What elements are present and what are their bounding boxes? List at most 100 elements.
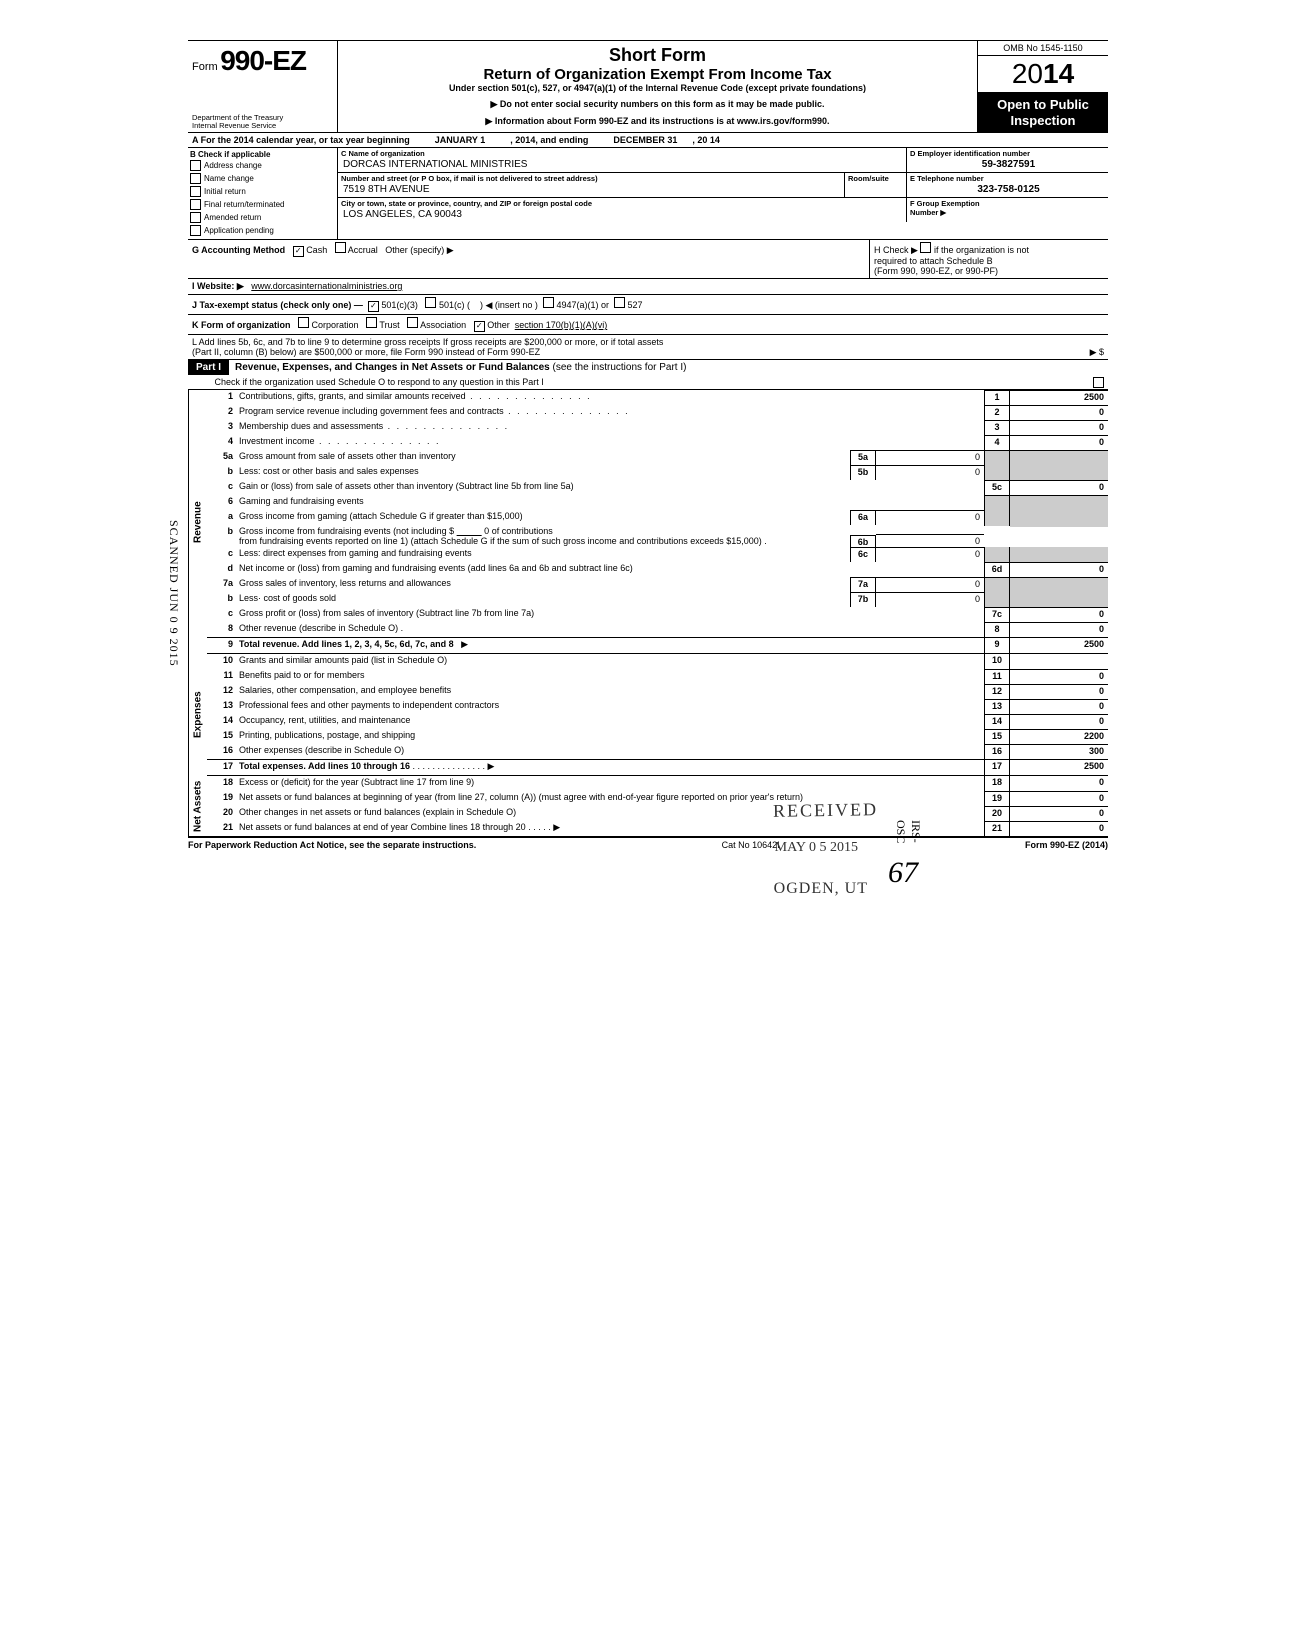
ln1-v: 2500 (1010, 390, 1108, 405)
line-12: 12 Salaries, other compensation, and emp… (207, 684, 1108, 699)
ln13-an: 13 (984, 699, 1010, 714)
return-title: Return of Organization Exempt From Incom… (344, 66, 971, 83)
other-val: section 170(b)(1)(A)(vi) (515, 320, 608, 330)
ln5c-an: 5c (984, 480, 1010, 495)
chk-name[interactable]: Name change (190, 172, 335, 185)
ln13-d: Professional fees and other payments to … (237, 699, 984, 714)
part1-check-text: Check if the organization used Schedule … (215, 377, 544, 387)
chk-4947[interactable] (543, 297, 554, 308)
stamp-date: MAY 0 5 2015 (775, 840, 858, 856)
ln18-an: 18 (984, 776, 1010, 791)
chk-amended[interactable]: Amended return (190, 211, 335, 224)
line-7c: c Gross profit or (loss) from sales of i… (207, 607, 1108, 622)
ln6c-shv (1010, 547, 1108, 562)
website: www.dorcasinternationalministries.org (251, 281, 402, 291)
ln1-an: 1 (984, 390, 1010, 405)
chk-cash[interactable]: ✓ (293, 246, 304, 257)
ln4-v: 0 (1010, 435, 1108, 450)
ln17-an: 17 (984, 760, 1010, 775)
ln6a-mv: 0 (876, 510, 984, 525)
ln6c-mn: 6c (850, 547, 876, 562)
bcdef-block: B Check if applicable Address change Nam… (188, 147, 1108, 239)
ln19-v: 0 (1010, 791, 1108, 806)
footer-left: For Paperwork Reduction Act Notice, see … (188, 840, 476, 850)
ln7c-d: Gross profit or (loss) from sales of inv… (237, 607, 984, 622)
trust-label: Trust (379, 320, 399, 330)
ln15-v: 2200 (1010, 729, 1108, 744)
ln12-an: 12 (984, 684, 1010, 699)
chk-501c3[interactable]: ✓ (368, 301, 379, 312)
chk-initial[interactable]: Initial return (190, 185, 335, 198)
row-j: J Tax-exempt status (check only one) — ✓… (188, 294, 1108, 314)
form-label-box: Form 990-EZ Department of the Treasury I… (188, 41, 338, 132)
line-9: 9 Total revenue. Add lines 1, 2, 3, 4, 5… (207, 637, 1108, 654)
row-l: L Add lines 5b, 6c, and 7b to line 9 to … (188, 334, 1108, 359)
ln6-sh (984, 495, 1010, 510)
ln5c-n: c (207, 480, 237, 495)
ln7b-mn: 7b (850, 592, 876, 607)
ln7c-v: 0 (1010, 607, 1108, 622)
line-6: 6 Gaming and fundraising events (207, 495, 1108, 510)
chk-h[interactable] (920, 242, 931, 253)
ln5a-sh (984, 450, 1010, 465)
subtitle: Under section 501(c), 527, or 4947(a)(1)… (344, 83, 971, 93)
ln6b-mn: 6b (850, 535, 876, 547)
year-prefix: 20 (1012, 58, 1043, 89)
chk-other[interactable]: ✓ (474, 321, 485, 332)
ln4-an: 4 (984, 435, 1010, 450)
instr-info: Information about Form 990-EZ and its in… (344, 116, 971, 127)
chk-accrual[interactable] (335, 242, 346, 253)
ln6b-mv: 0 (876, 534, 984, 547)
ln5a-mv: 0 (876, 450, 984, 465)
chk-501c[interactable] (425, 297, 436, 308)
chk-name-label: Name change (204, 174, 254, 183)
chk-part1-scho[interactable] (1093, 377, 1104, 388)
ln11-v: 0 (1010, 669, 1108, 684)
ln8-n: 8 (207, 622, 237, 637)
chk-assoc[interactable] (407, 317, 418, 328)
ln21-n: 21 (207, 821, 237, 836)
ln21-d: Net assets or fund balances at end of ye… (237, 821, 984, 836)
line-5c: c Gain or (loss) from sale of assets oth… (207, 480, 1108, 495)
chk-initial-label: Initial return (204, 187, 246, 196)
ln20-d: Other changes in net assets or fund bala… (237, 806, 984, 821)
ln5a-mn: 5a (850, 450, 876, 465)
ln10-d: Grants and similar amounts paid (list in… (237, 654, 984, 669)
ln15-an: 15 (984, 729, 1010, 744)
ln21-dt: Net assets or fund balances at end of ye… (239, 822, 526, 832)
line-6d: d Net income or (loss) from gaming and f… (207, 562, 1108, 577)
ln4-d: Investment income (237, 435, 984, 450)
cash-label: Cash (306, 245, 327, 255)
ln7a-mn: 7a (850, 577, 876, 592)
ln2-an: 2 (984, 405, 1010, 420)
chk-address[interactable]: Address change (190, 159, 335, 172)
accrual-label: Accrual (348, 245, 378, 255)
year-suffix: 14 (1043, 58, 1074, 89)
line-19: 19 Net assets or fund balances at beginn… (207, 791, 1108, 806)
ln6a-shv (1010, 510, 1108, 525)
part1-title-main: Revenue, Expenses, and Changes in Net As… (235, 362, 550, 373)
chk-trust[interactable] (366, 317, 377, 328)
street-label: Number and street (or P O box, if mail i… (341, 174, 841, 183)
501c-label: 501(c) ( (439, 300, 470, 310)
section-b-label: B Check if applicable (190, 150, 335, 159)
ln5c-v: 0 (1010, 480, 1108, 495)
ln6d-d: Net income or (loss) from gaming and fun… (237, 562, 984, 577)
line-1: 1 Contributions, gifts, grants, and simi… (207, 390, 1108, 405)
chk-pending[interactable]: Application pending (190, 224, 335, 237)
ln11-n: 11 (207, 669, 237, 684)
chk-527[interactable] (614, 297, 625, 308)
dept-block: Department of the Treasury Internal Reve… (192, 114, 283, 131)
ln7c-n: c (207, 607, 237, 622)
g-label: G Accounting Method (192, 245, 285, 255)
chk-final[interactable]: Final return/terminated (190, 198, 335, 211)
chk-address-label: Address change (204, 161, 262, 170)
form-prefix: Form (192, 61, 218, 73)
ln10-v (1010, 654, 1108, 669)
open-public: Open to Public Inspection (978, 93, 1108, 132)
ln6b-n: b (207, 525, 237, 537)
city-label: City or town, state or province, country… (341, 199, 903, 208)
chk-corp[interactable] (298, 317, 309, 328)
ln5b-shv (1010, 465, 1108, 480)
side-netassets: Net Assets (188, 776, 207, 836)
